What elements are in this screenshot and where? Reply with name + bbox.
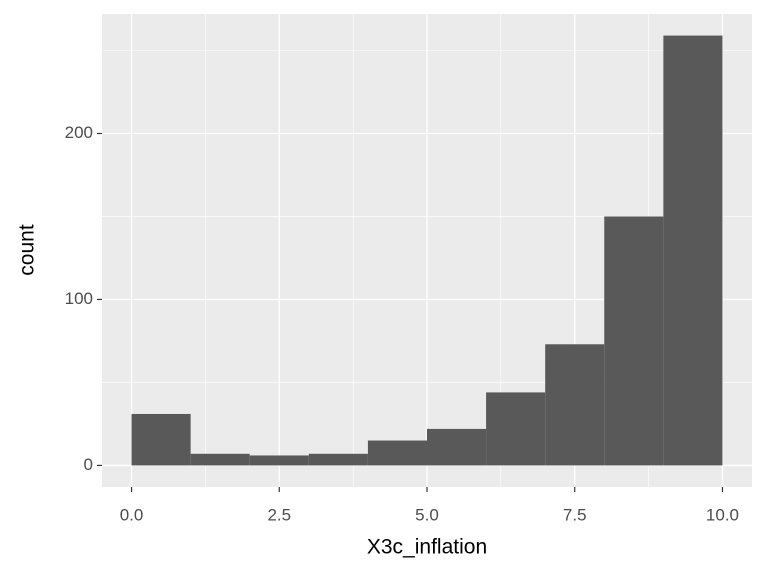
y-tick-label: 0 xyxy=(84,455,93,474)
x-tick-label: 5.0 xyxy=(415,505,439,524)
bar xyxy=(545,344,605,466)
bar xyxy=(131,413,191,466)
x-tick-label: 0.0 xyxy=(120,505,144,524)
bar xyxy=(308,453,368,466)
bar xyxy=(486,392,546,466)
bar xyxy=(249,455,309,466)
bar xyxy=(663,35,723,466)
bar xyxy=(190,453,250,466)
bar xyxy=(604,216,664,466)
y-axis-title: count xyxy=(16,224,39,276)
x-axis-title: X3c_inflation xyxy=(367,536,487,559)
bar xyxy=(367,440,427,466)
bar xyxy=(427,428,487,466)
y-tick-label: 200 xyxy=(65,123,93,142)
x-tick-label: 2.5 xyxy=(267,505,291,524)
x-tick-label: 10.0 xyxy=(706,505,739,524)
y-tick-label: 100 xyxy=(65,289,93,308)
x-tick-label: 7.5 xyxy=(563,505,587,524)
